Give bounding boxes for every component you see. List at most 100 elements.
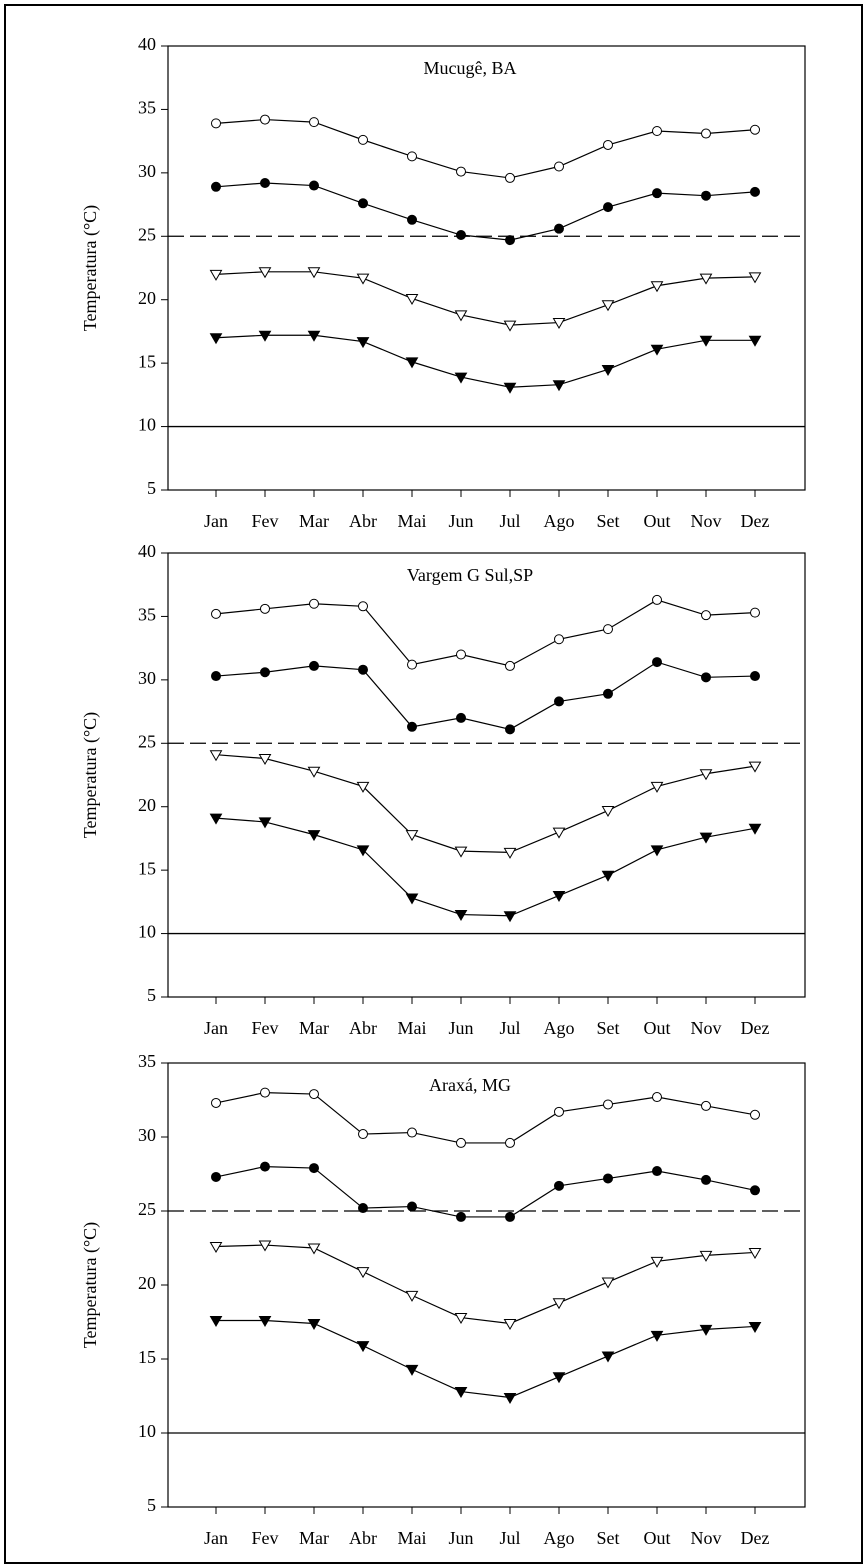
marker bbox=[258, 817, 272, 829]
y-tick-label: 5 bbox=[147, 1495, 156, 1515]
marker bbox=[454, 1387, 468, 1399]
marker bbox=[505, 235, 515, 246]
x-tick-label: Abr bbox=[349, 511, 377, 531]
marker bbox=[307, 1243, 321, 1255]
y-tick-label: 35 bbox=[138, 1051, 156, 1071]
marker bbox=[554, 223, 564, 234]
marker bbox=[356, 1341, 370, 1353]
marker bbox=[258, 330, 272, 342]
marker bbox=[601, 1277, 615, 1289]
marker bbox=[750, 124, 760, 135]
marker bbox=[601, 806, 615, 818]
x-tick-label: Jul bbox=[499, 1528, 520, 1548]
marker bbox=[701, 672, 711, 683]
marker bbox=[309, 660, 319, 671]
marker bbox=[650, 781, 664, 793]
chart-title: Mucugê, BA bbox=[424, 58, 517, 78]
y-tick-label: 20 bbox=[138, 795, 156, 815]
marker bbox=[699, 832, 713, 844]
marker bbox=[603, 1099, 613, 1110]
y-tick-label: 25 bbox=[138, 1199, 156, 1219]
marker bbox=[505, 1137, 515, 1148]
y-tick-label: 20 bbox=[138, 288, 156, 308]
marker bbox=[209, 813, 223, 825]
marker bbox=[503, 320, 517, 332]
marker bbox=[407, 214, 417, 225]
marker bbox=[209, 1242, 223, 1254]
marker bbox=[505, 724, 515, 735]
marker bbox=[603, 202, 613, 213]
marker bbox=[701, 128, 711, 139]
marker bbox=[405, 893, 419, 905]
marker bbox=[356, 273, 370, 285]
marker bbox=[209, 750, 223, 762]
marker bbox=[503, 1392, 517, 1404]
marker bbox=[454, 310, 468, 322]
y-tick-label: 10 bbox=[138, 1421, 156, 1441]
marker bbox=[309, 117, 319, 128]
x-tick-label: Out bbox=[644, 1528, 671, 1548]
y-tick-label: 30 bbox=[138, 668, 156, 688]
marker bbox=[699, 335, 713, 347]
marker bbox=[748, 272, 762, 284]
x-tick-label: Dez bbox=[741, 1528, 770, 1548]
marker bbox=[601, 1351, 615, 1363]
marker bbox=[211, 1171, 221, 1182]
marker bbox=[456, 649, 466, 660]
marker bbox=[603, 1173, 613, 1184]
marker bbox=[211, 671, 221, 682]
marker bbox=[503, 382, 517, 394]
marker bbox=[503, 1318, 517, 1330]
marker bbox=[699, 1250, 713, 1262]
x-tick-label: Ago bbox=[544, 1528, 575, 1548]
x-tick-label: Jan bbox=[204, 1528, 228, 1548]
marker bbox=[505, 660, 515, 671]
y-tick-label: 15 bbox=[138, 858, 156, 878]
marker bbox=[258, 1316, 272, 1328]
y-tick-label: 40 bbox=[138, 34, 156, 54]
marker bbox=[454, 910, 468, 922]
x-tick-label: Fev bbox=[252, 511, 279, 531]
frame bbox=[4, 4, 863, 1564]
marker bbox=[554, 634, 564, 645]
marker bbox=[650, 344, 664, 356]
series-line bbox=[215, 1165, 756, 1218]
marker bbox=[454, 372, 468, 384]
marker bbox=[456, 712, 466, 723]
marker bbox=[260, 603, 270, 614]
x-tick-label: Jun bbox=[448, 1528, 473, 1548]
marker bbox=[750, 607, 760, 618]
marker bbox=[748, 761, 762, 773]
marker bbox=[652, 125, 662, 136]
y-tick-label: 35 bbox=[138, 98, 156, 118]
x-tick-label: Jan bbox=[204, 511, 228, 531]
x-tick-label: Jul bbox=[499, 1018, 520, 1038]
x-tick-label: Set bbox=[596, 1018, 619, 1038]
marker bbox=[554, 1106, 564, 1117]
marker bbox=[601, 300, 615, 312]
marker bbox=[552, 318, 566, 330]
marker bbox=[554, 161, 564, 172]
marker bbox=[211, 118, 221, 129]
marker bbox=[603, 624, 613, 635]
marker bbox=[552, 1298, 566, 1310]
series-line bbox=[215, 271, 756, 326]
marker bbox=[748, 335, 762, 347]
marker bbox=[260, 114, 270, 125]
marker bbox=[307, 766, 321, 778]
x-tick-label: Out bbox=[644, 511, 671, 531]
marker bbox=[601, 870, 615, 882]
marker bbox=[358, 1203, 368, 1214]
y-axis-label: Temperatura (°C) bbox=[80, 205, 101, 331]
marker bbox=[699, 769, 713, 781]
x-tick-label: Nov bbox=[691, 1018, 722, 1038]
x-tick-label: Set bbox=[596, 1528, 619, 1548]
x-tick-label: Jun bbox=[448, 511, 473, 531]
y-axis-label: Temperatura (°C) bbox=[80, 1222, 101, 1348]
marker bbox=[456, 230, 466, 241]
marker bbox=[407, 659, 417, 670]
x-tick-label: Jul bbox=[499, 511, 520, 531]
plot-area bbox=[167, 45, 806, 491]
x-tick-label: Out bbox=[644, 1018, 671, 1038]
